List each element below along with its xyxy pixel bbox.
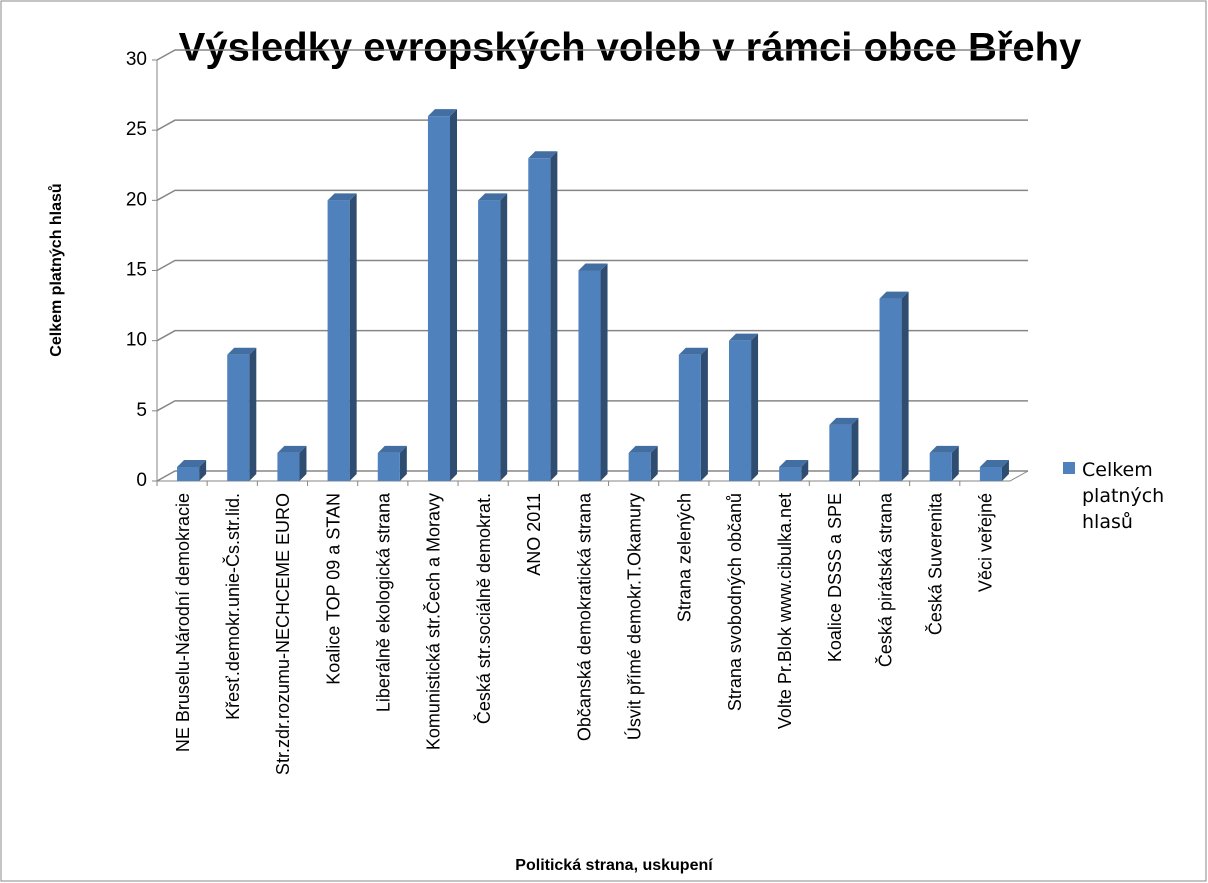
bar (929, 452, 952, 481)
x-tick-label: Str.zdr.rozumu-NECHCEME EURO (273, 493, 293, 775)
x-tick-label: Koalice TOP 09 a STAN (323, 493, 343, 685)
bar-top (327, 193, 357, 201)
x-tick-label: Strana svobodných občanů (725, 493, 745, 711)
bar (177, 466, 200, 481)
bar-side (650, 445, 658, 481)
bar-top (779, 459, 809, 467)
bar (678, 354, 701, 481)
bar (277, 452, 300, 481)
chart-title: Výsledky evropských voleb v rámci obce B… (179, 26, 1082, 70)
bar (779, 466, 802, 481)
bar (427, 116, 451, 481)
bar-top (979, 459, 1009, 467)
x-tick-label: Komunistická str.Čech a Moravy (423, 493, 444, 750)
bar-top (929, 445, 959, 453)
bar-top (227, 347, 257, 355)
y-tick-label: 0 (136, 470, 147, 491)
bar (227, 354, 250, 481)
bar-side (700, 347, 708, 481)
bar (578, 270, 601, 481)
bar-top (427, 109, 458, 117)
grid-line (156, 259, 1028, 272)
bar-side (901, 291, 909, 481)
bar-top (829, 417, 859, 425)
x-tick-label: ANO 2011 (524, 493, 544, 576)
bar-side (550, 151, 558, 481)
bar-top (177, 459, 207, 467)
bar (327, 200, 350, 482)
bar-side (751, 333, 759, 481)
bar-top (478, 193, 508, 201)
bar-side (951, 445, 959, 481)
y-tick-label: 15 (126, 260, 147, 281)
y-tick-label: 20 (126, 189, 147, 210)
y-tick-label: 5 (136, 400, 147, 421)
y-tick-label: 30 (126, 49, 147, 70)
bar-side (299, 445, 307, 481)
bar-side (600, 263, 608, 481)
bar-top (879, 291, 909, 299)
bar (829, 424, 852, 481)
bar-top (277, 445, 307, 453)
y-axis-label: Celkem platných hlasů (48, 183, 65, 356)
bar-top (628, 445, 658, 453)
legend-label: Celkem platných hlasů (1082, 459, 1165, 533)
bar-top (528, 151, 558, 159)
grid-line (156, 329, 1028, 342)
x-tick-label: NE Bruselu-Národní demokracie (173, 493, 193, 752)
x-axis-label: Politická strana, uskupení (515, 857, 713, 874)
bar-side (399, 445, 407, 481)
x-tick-label: Věci veřejné (976, 493, 996, 592)
x-tick-label: Křesť.demokr.unie-Čs.str.lid. (222, 493, 243, 720)
grid-line (156, 119, 1028, 131)
grid-line (156, 49, 1028, 61)
bar-top (678, 347, 708, 355)
x-tick-label: Liberálně ekologická strana (374, 492, 394, 712)
bar (628, 452, 651, 481)
bar-side (500, 193, 508, 482)
x-tick-label: Občanská demokratická strana (574, 492, 594, 741)
bar-side (1001, 459, 1009, 481)
bar (478, 200, 501, 482)
x-tick-label: Česká str.sociálně demokrat. (473, 493, 494, 724)
bar-side (851, 417, 859, 481)
bar-side (801, 459, 809, 481)
bar (528, 158, 551, 481)
bar (728, 340, 752, 481)
x-tick-label: Volte Pr.Blok www.cibulka.net (775, 493, 795, 729)
legend-swatch (1063, 462, 1075, 474)
bar (979, 466, 1002, 481)
bar-side (450, 109, 458, 481)
x-tick-label: Koalice DSSS a SPE (825, 493, 845, 662)
y-tick-label: 25 (126, 119, 147, 140)
bar-side (349, 193, 357, 482)
bar-top (377, 445, 407, 453)
bar (377, 452, 400, 481)
bar-side (249, 347, 257, 481)
grid-line (156, 189, 1028, 201)
bar (879, 298, 902, 481)
x-tick-label: Česká pirátská strana (874, 492, 895, 667)
x-tick-label: Úsvit přímé demokr.T.Okamury (623, 493, 644, 740)
y-tick-label: 10 (126, 330, 147, 351)
bar-top (578, 263, 608, 271)
x-tick-label: Česká Suverenita (924, 492, 945, 635)
bar-top (728, 333, 759, 341)
x-tick-label: Strana zelených (675, 493, 695, 622)
bar-side (199, 459, 207, 481)
